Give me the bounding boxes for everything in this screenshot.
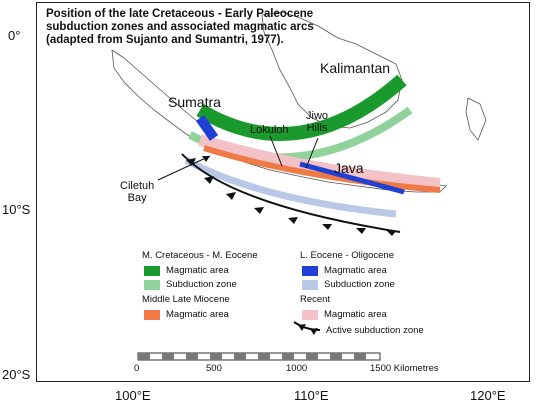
label-sumatra: Sumatra — [168, 94, 221, 110]
legend-eo-magmatic-label: Magmatic area — [324, 265, 387, 276]
swatch-recent-magmatic — [302, 310, 318, 320]
cretaceous-magmatic-arc — [196, 74, 407, 141]
lon-label-110e: 110°E — [294, 388, 329, 403]
scale-tick-500: 500 — [206, 363, 222, 374]
sulawesi-landmass — [465, 97, 487, 141]
label-java: Java — [334, 160, 364, 176]
legend-active-subduction-label: Active subduction zone — [326, 325, 424, 336]
lat-label-20s: 20°S — [2, 367, 31, 382]
ciletuh-pointer — [157, 155, 211, 181]
scale-tick-1500: 1500 Kilometres — [370, 363, 439, 374]
scale-tick-1000: 1000 — [286, 363, 308, 374]
label-kalimantan: Kalimantan — [320, 60, 391, 76]
swatch-cret-subduction — [144, 280, 160, 290]
scale-bar — [137, 352, 381, 361]
swatch-mio-magmatic — [144, 310, 160, 320]
active-subduction-line — [181, 153, 401, 233]
title-line-1: Position of the late Cretaceous - Early … — [46, 8, 314, 20]
legend-cret-subduction-label: Subduction zone — [166, 279, 237, 290]
lat-label-0: 0° — [8, 28, 21, 43]
subduction-teeth — [186, 158, 396, 236]
label-ciletuh: Ciletuh — [120, 180, 155, 192]
swatch-eo-magmatic — [302, 266, 318, 276]
eocene-subduction-zone — [184, 156, 397, 218]
legend-cret-magmatic-label: Magmatic area — [166, 265, 229, 276]
legend-eo-subduction-label: Subduction zone — [324, 279, 395, 290]
lon-label-120e: 120°E — [470, 388, 506, 403]
legend-mio-magmatic-label: Magmatic area — [166, 309, 229, 320]
scale-tick-0: 0 — [134, 363, 140, 374]
swatch-eo-subduction — [302, 280, 318, 290]
label-bay: Bay — [127, 192, 147, 204]
title-line-3: (adapted from Sujanto and Sumantri, 1977… — [46, 34, 284, 46]
legend-group-recent: Recent — [300, 294, 331, 305]
legend-recent-magmatic-label: Magmatic area — [324, 309, 387, 320]
eocene-magmatic-arc-java — [299, 161, 405, 195]
jiwo-pointer — [305, 137, 319, 169]
label-lokuloh: Lokuloh — [250, 124, 289, 136]
label-jiwo: Jiwo — [306, 110, 329, 122]
lokuloh-pointer — [269, 135, 283, 167]
eocene-magmatic-arc — [195, 115, 219, 141]
legend-group-cretaceous: M. Cretaceous - M. Eocene — [142, 250, 258, 261]
legend-active-subduction-symbol — [293, 321, 321, 331]
label-jiwo-hills: Jiwo Hills — [306, 110, 328, 134]
map-title: Position of the late Cretaceous - Early … — [46, 8, 366, 47]
legend-group-miocene: Middle Late Miocene — [142, 294, 230, 305]
title-line-2: subduction zones and associated magmatic… — [46, 21, 314, 33]
lon-label-100e: 100°E — [115, 388, 151, 403]
label-hills: Hills — [306, 122, 328, 134]
label-ciletuh-bay: Ciletuh Bay — [120, 180, 154, 204]
ciletuh-arrowhead — [202, 156, 210, 162]
lat-label-10s: 10°S — [2, 202, 31, 217]
legend-group-eocene: L. Eocene - Oligocene — [300, 250, 395, 261]
swatch-cret-magmatic — [144, 266, 160, 276]
miocene-magmatic-area — [203, 145, 441, 193]
